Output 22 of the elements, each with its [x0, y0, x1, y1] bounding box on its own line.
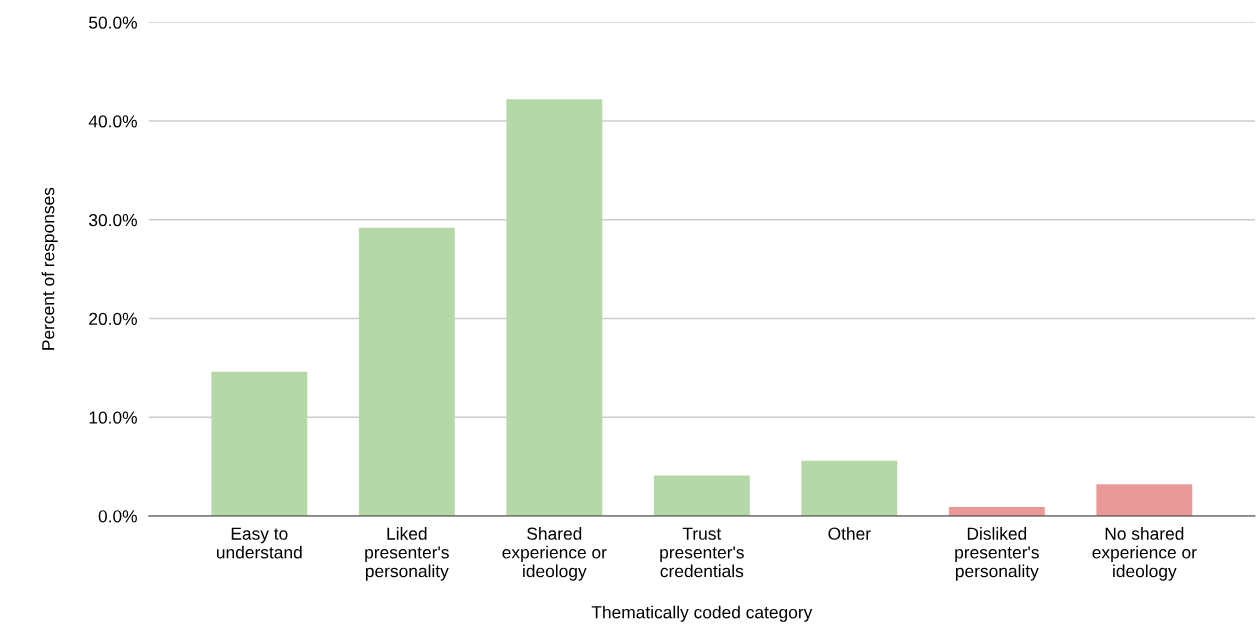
x-tick-label: Disliked presenter's personality — [955, 527, 1039, 581]
x-tick-label: Easy to understand — [217, 527, 302, 559]
bar — [653, 475, 750, 516]
x-tick-label: Shared experience or ideology — [502, 527, 607, 581]
y-tick-label: 0.0% — [98, 510, 137, 523]
y-tick-label: 20.0% — [89, 312, 137, 325]
x-tick-label: Liked presenter's personality — [365, 527, 449, 581]
x-tick-label: Trust presenter's credentials — [660, 527, 744, 578]
y-tick-label: 30.0% — [89, 213, 137, 227]
y-tick-label: 10.0% — [89, 411, 137, 424]
bar — [801, 460, 898, 516]
bar — [1096, 484, 1193, 516]
x-tick-label: Other — [828, 527, 871, 540]
x-axis-title: Thematically coded category — [591, 605, 813, 622]
bar — [358, 227, 455, 516]
y-tick-label: 40.0% — [88, 115, 137, 128]
x-tick-label: No shared experience or ideology — [1092, 527, 1197, 581]
y-tick-label: 50.0% — [89, 16, 137, 29]
bar — [211, 371, 308, 516]
bar — [506, 99, 603, 516]
y-axis-title: Percent of responses — [41, 187, 58, 350]
bar — [948, 507, 1045, 516]
